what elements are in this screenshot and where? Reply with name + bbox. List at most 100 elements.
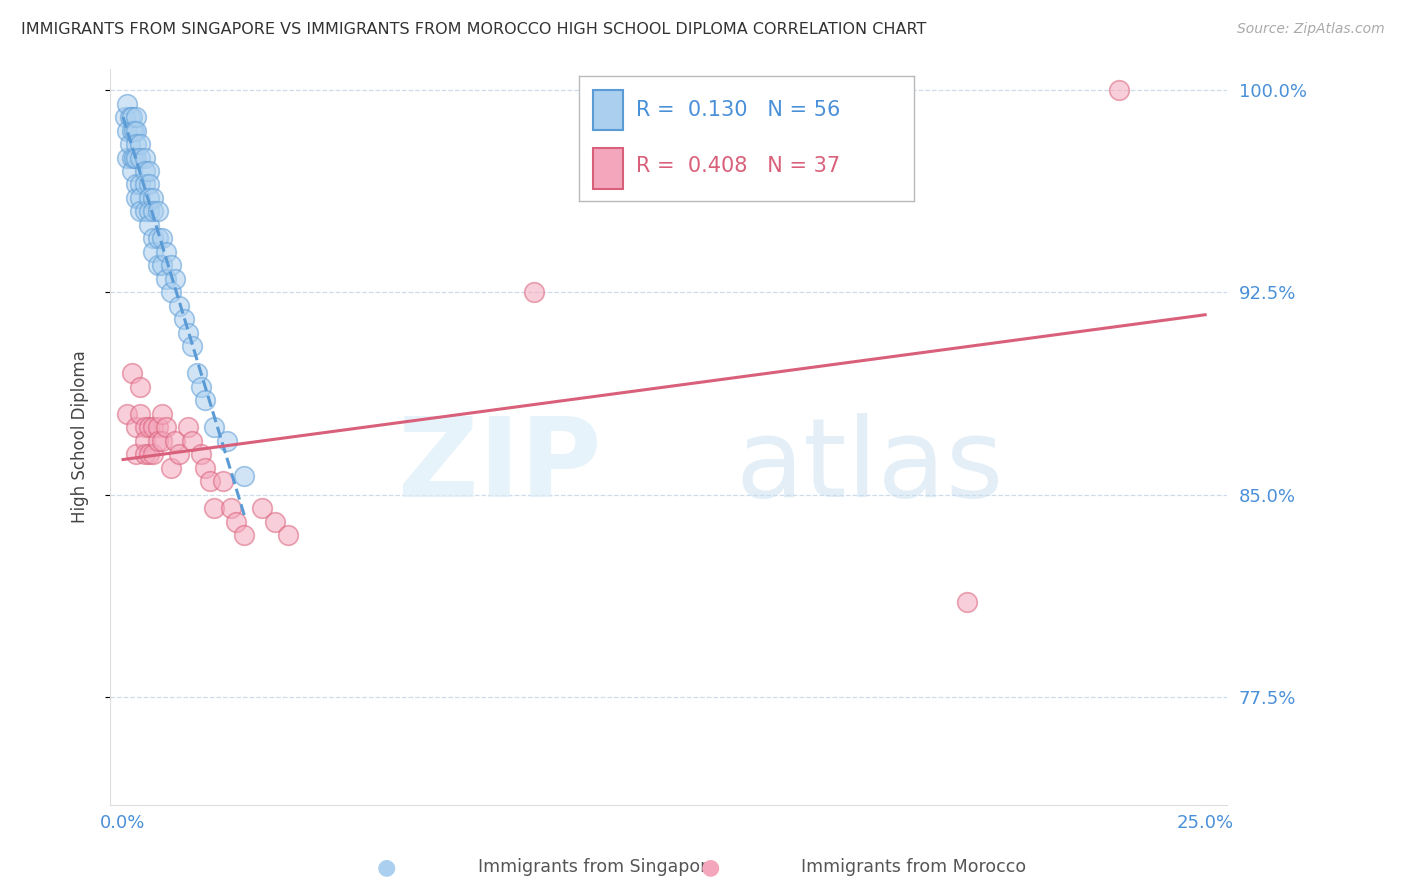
Point bbox=[150, 407, 173, 421]
Point bbox=[129, 204, 152, 219]
Point bbox=[169, 299, 191, 313]
Point bbox=[121, 151, 143, 165]
Point bbox=[134, 151, 156, 165]
Point bbox=[142, 244, 165, 259]
Point bbox=[122, 151, 145, 165]
Point bbox=[125, 420, 148, 434]
Point bbox=[138, 420, 160, 434]
Point bbox=[155, 244, 177, 259]
Point bbox=[233, 468, 256, 483]
Point bbox=[211, 474, 233, 488]
Point bbox=[134, 447, 156, 461]
Point bbox=[186, 366, 208, 380]
Point bbox=[150, 258, 173, 272]
Point bbox=[129, 136, 152, 151]
Point bbox=[134, 164, 156, 178]
Point bbox=[225, 515, 247, 529]
Point bbox=[115, 96, 138, 111]
Point bbox=[117, 151, 139, 165]
Point bbox=[134, 204, 156, 219]
Text: Source: ZipAtlas.com: Source: ZipAtlas.com bbox=[1237, 22, 1385, 37]
Point bbox=[138, 191, 160, 205]
Point bbox=[142, 191, 165, 205]
Point bbox=[159, 460, 181, 475]
Point bbox=[125, 123, 148, 137]
Text: ●: ● bbox=[377, 857, 396, 877]
Point bbox=[202, 420, 225, 434]
Point bbox=[138, 164, 160, 178]
Point bbox=[129, 178, 152, 192]
Point bbox=[114, 110, 136, 124]
Point bbox=[146, 204, 169, 219]
Point bbox=[159, 258, 181, 272]
Point bbox=[118, 110, 141, 124]
Point bbox=[177, 420, 200, 434]
Point bbox=[142, 231, 165, 245]
Point bbox=[263, 515, 285, 529]
Point bbox=[129, 191, 152, 205]
Point bbox=[121, 123, 143, 137]
Point bbox=[250, 501, 273, 516]
Point bbox=[155, 272, 177, 286]
Point bbox=[138, 178, 160, 192]
Point bbox=[956, 595, 979, 609]
Point bbox=[125, 191, 148, 205]
Point bbox=[117, 407, 139, 421]
Y-axis label: High School Diploma: High School Diploma bbox=[72, 351, 89, 523]
Point bbox=[125, 136, 148, 151]
Point bbox=[159, 285, 181, 300]
Point bbox=[177, 326, 200, 340]
Text: IMMIGRANTS FROM SINGAPORE VS IMMIGRANTS FROM MOROCCO HIGH SCHOOL DIPLOMA CORRELA: IMMIGRANTS FROM SINGAPORE VS IMMIGRANTS … bbox=[21, 22, 927, 37]
Point bbox=[142, 447, 165, 461]
Text: Immigrants from Singapore: Immigrants from Singapore bbox=[478, 858, 718, 876]
Point bbox=[194, 393, 217, 408]
Point bbox=[190, 447, 212, 461]
Point bbox=[163, 434, 186, 448]
Point bbox=[138, 204, 160, 219]
Point bbox=[155, 420, 177, 434]
Point bbox=[194, 460, 217, 475]
Point bbox=[117, 123, 139, 137]
Point bbox=[173, 312, 195, 326]
Point bbox=[146, 258, 169, 272]
Point bbox=[142, 204, 165, 219]
Point bbox=[121, 164, 143, 178]
Text: Immigrants from Morocco: Immigrants from Morocco bbox=[801, 858, 1026, 876]
Point bbox=[125, 110, 148, 124]
Text: atlas: atlas bbox=[735, 412, 1004, 519]
Point bbox=[163, 272, 186, 286]
Point bbox=[277, 528, 299, 542]
Text: ZIP: ZIP bbox=[398, 412, 602, 519]
Point bbox=[169, 447, 191, 461]
Point bbox=[138, 218, 160, 232]
Point bbox=[138, 447, 160, 461]
Point bbox=[134, 178, 156, 192]
Point bbox=[129, 151, 152, 165]
Point bbox=[134, 420, 156, 434]
Point bbox=[146, 420, 169, 434]
Point bbox=[198, 474, 221, 488]
Point bbox=[122, 123, 145, 137]
Point bbox=[121, 110, 143, 124]
Point bbox=[146, 434, 169, 448]
Point bbox=[146, 231, 169, 245]
Point bbox=[190, 380, 212, 394]
Point bbox=[118, 136, 141, 151]
Point bbox=[134, 434, 156, 448]
Point bbox=[233, 528, 256, 542]
Point bbox=[215, 434, 238, 448]
Point bbox=[150, 231, 173, 245]
Point bbox=[125, 178, 148, 192]
Text: ●: ● bbox=[700, 857, 720, 877]
Point bbox=[150, 434, 173, 448]
Point bbox=[523, 285, 546, 300]
Point bbox=[1108, 83, 1130, 97]
Point bbox=[121, 366, 143, 380]
Point bbox=[219, 501, 242, 516]
Point bbox=[129, 407, 152, 421]
Point bbox=[129, 380, 152, 394]
Point bbox=[202, 501, 225, 516]
Point bbox=[181, 339, 204, 353]
Point bbox=[125, 447, 148, 461]
Point bbox=[142, 420, 165, 434]
